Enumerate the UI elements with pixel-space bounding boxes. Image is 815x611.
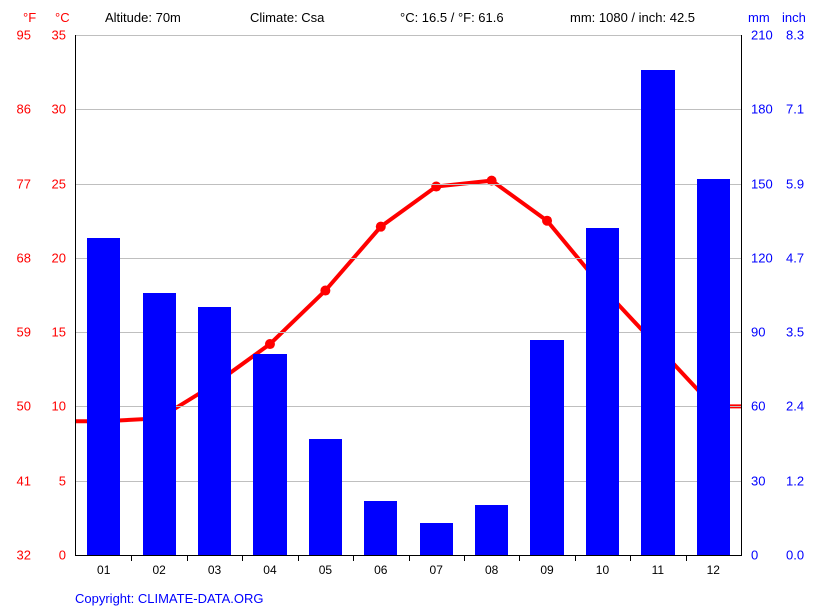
precip-summary-label: mm: 1080 / inch: 42.5 xyxy=(570,10,695,25)
x-tick-month: 11 xyxy=(652,563,664,577)
y-tick-inch: 7.1 xyxy=(786,102,804,117)
y-tick-fahrenheit: 32 xyxy=(17,548,31,563)
precip-bar xyxy=(253,354,286,555)
y-tick-mm: 90 xyxy=(751,325,765,340)
y-tick-celsius: 25 xyxy=(52,176,66,191)
y-tick-mm: 60 xyxy=(751,399,765,414)
precip-bar xyxy=(586,228,619,555)
x-tick-mark xyxy=(464,555,465,561)
y-tick-celsius: 10 xyxy=(52,399,66,414)
axis-title-inch: inch xyxy=(782,10,806,25)
y-tick-fahrenheit: 68 xyxy=(17,250,31,265)
x-tick-mark xyxy=(242,555,243,561)
climate-label: Climate: Csa xyxy=(250,10,324,25)
x-tick-mark xyxy=(686,555,687,561)
y-tick-fahrenheit: 95 xyxy=(17,28,31,43)
x-tick-month: 10 xyxy=(596,563,609,577)
precip-bar xyxy=(364,501,397,555)
y-tick-mm: 120 xyxy=(751,250,773,265)
y-tick-inch: 5.9 xyxy=(786,176,804,191)
x-tick-mark xyxy=(187,555,188,561)
y-tick-fahrenheit: 59 xyxy=(17,325,31,340)
y-tick-mm: 180 xyxy=(751,102,773,117)
y-tick-inch: 8.3 xyxy=(786,28,804,43)
y-tick-mm: 0 xyxy=(751,548,758,563)
y-tick-inch: 3.5 xyxy=(786,325,804,340)
x-tick-month: 02 xyxy=(152,563,165,577)
x-tick-mark xyxy=(630,555,631,561)
x-tick-month: 12 xyxy=(707,563,720,577)
axis-title-mm: mm xyxy=(748,10,770,25)
precip-bar xyxy=(420,523,453,555)
plot-area: 03200.0541301.21050602.41559903.52068120… xyxy=(75,35,742,556)
x-tick-month: 04 xyxy=(263,563,276,577)
altitude-label: Altitude: 70m xyxy=(105,10,181,25)
temp-summary-label: °C: 16.5 / °F: 61.6 xyxy=(400,10,504,25)
precip-bar xyxy=(87,238,120,555)
y-tick-inch: 0.0 xyxy=(786,548,804,563)
y-tick-fahrenheit: 41 xyxy=(17,473,31,488)
x-tick-mark xyxy=(298,555,299,561)
x-tick-month: 07 xyxy=(430,563,443,577)
y-tick-inch: 2.4 xyxy=(786,399,804,414)
y-tick-celsius: 30 xyxy=(52,102,66,117)
x-tick-mark xyxy=(353,555,354,561)
y-tick-inch: 1.2 xyxy=(786,473,804,488)
precip-bar xyxy=(198,307,231,555)
y-tick-mm: 210 xyxy=(751,28,773,43)
axis-title-f: °F xyxy=(23,10,36,25)
x-tick-mark xyxy=(131,555,132,561)
precip-bar xyxy=(530,340,563,555)
y-tick-celsius: 35 xyxy=(52,28,66,43)
precip-bar xyxy=(641,70,674,555)
y-tick-inch: 4.7 xyxy=(786,250,804,265)
x-tick-mark xyxy=(519,555,520,561)
y-tick-mm: 30 xyxy=(751,473,765,488)
y-tick-celsius: 0 xyxy=(59,548,66,563)
precip-bar xyxy=(697,179,730,555)
precip-bar xyxy=(475,505,508,555)
precip-bar xyxy=(143,293,176,555)
x-tick-month: 09 xyxy=(540,563,553,577)
y-tick-fahrenheit: 86 xyxy=(17,102,31,117)
y-tick-mm: 150 xyxy=(751,176,773,191)
gridline xyxy=(76,35,741,36)
x-tick-month: 05 xyxy=(319,563,332,577)
y-tick-celsius: 15 xyxy=(52,325,66,340)
chart-header: Altitude: 70m Climate: Csa °C: 16.5 / °F… xyxy=(0,10,815,30)
x-tick-month: 03 xyxy=(208,563,221,577)
x-tick-mark xyxy=(409,555,410,561)
axis-title-c: °C xyxy=(55,10,70,25)
precip-bar xyxy=(309,439,342,555)
x-tick-month: 01 xyxy=(97,563,110,577)
climate-chart: Altitude: 70m Climate: Csa °C: 16.5 / °F… xyxy=(0,0,815,611)
x-tick-month: 06 xyxy=(374,563,387,577)
y-tick-fahrenheit: 50 xyxy=(17,399,31,414)
x-tick-month: 08 xyxy=(485,563,498,577)
x-tick-mark xyxy=(575,555,576,561)
y-tick-celsius: 20 xyxy=(52,250,66,265)
y-tick-fahrenheit: 77 xyxy=(17,176,31,191)
copyright-label: Copyright: CLIMATE-DATA.ORG xyxy=(75,591,264,606)
y-tick-celsius: 5 xyxy=(59,473,66,488)
